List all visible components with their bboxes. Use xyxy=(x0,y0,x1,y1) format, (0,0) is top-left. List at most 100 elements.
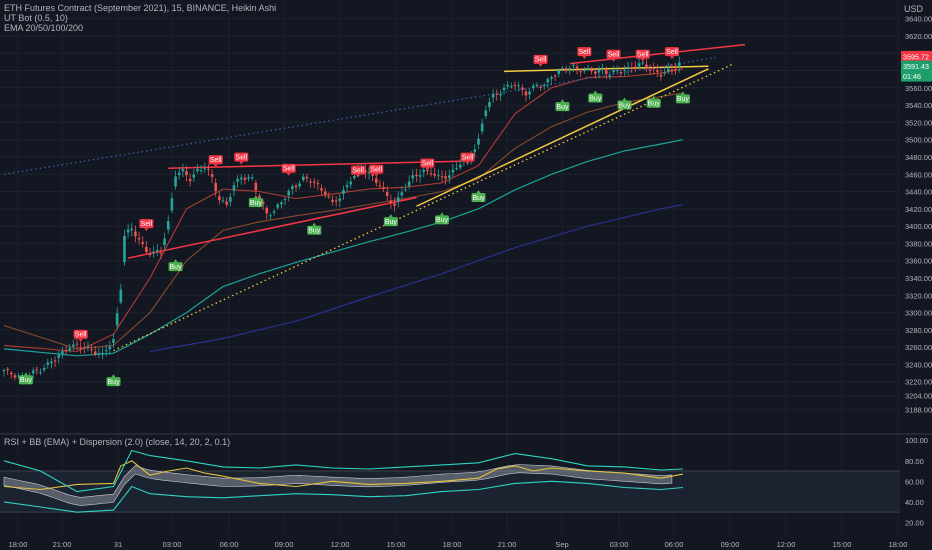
candle[interactable] xyxy=(57,350,61,364)
candle[interactable] xyxy=(250,174,254,181)
candle[interactable] xyxy=(68,343,71,353)
candle[interactable] xyxy=(145,240,148,255)
candle[interactable] xyxy=(101,347,104,359)
candle[interactable] xyxy=(656,64,659,78)
candle[interactable] xyxy=(39,368,42,376)
candle[interactable] xyxy=(90,343,93,354)
candle[interactable] xyxy=(188,173,192,187)
candle[interactable] xyxy=(276,202,280,210)
candle[interactable] xyxy=(385,186,389,201)
candle[interactable] xyxy=(612,65,615,75)
candle[interactable] xyxy=(396,191,400,208)
candle[interactable] xyxy=(615,65,619,74)
candle[interactable] xyxy=(382,181,385,193)
candle[interactable] xyxy=(597,65,601,79)
candle[interactable] xyxy=(269,213,272,221)
candle[interactable] xyxy=(334,196,338,207)
candle[interactable] xyxy=(287,188,290,202)
candle[interactable] xyxy=(210,169,214,183)
candle[interactable] xyxy=(6,367,9,376)
candle[interactable] xyxy=(542,82,546,91)
candle[interactable] xyxy=(495,89,499,101)
candle[interactable] xyxy=(418,169,422,183)
candle[interactable] xyxy=(659,69,663,81)
candle[interactable] xyxy=(46,358,50,369)
candle[interactable] xyxy=(170,192,174,213)
candle[interactable] xyxy=(141,236,144,248)
candle[interactable] xyxy=(261,199,265,210)
time-axis[interactable]: 18:00 21:00 31 03:00 06:00 09:00 12:00 15:00 18:… xyxy=(9,540,908,549)
candle[interactable] xyxy=(583,66,586,74)
candle[interactable] xyxy=(499,89,502,102)
candle[interactable] xyxy=(440,170,444,182)
candle[interactable] xyxy=(433,167,436,179)
candle[interactable] xyxy=(152,245,155,258)
candle[interactable] xyxy=(239,174,243,185)
candle[interactable] xyxy=(575,63,579,75)
candle[interactable] xyxy=(645,59,648,73)
candle[interactable] xyxy=(316,179,320,191)
candle[interactable] xyxy=(192,169,196,182)
candle[interactable] xyxy=(86,341,90,352)
candle[interactable] xyxy=(670,63,674,75)
candle[interactable] xyxy=(623,65,626,76)
candle[interactable] xyxy=(400,186,404,200)
candle[interactable] xyxy=(42,364,46,373)
candle[interactable] xyxy=(309,178,312,188)
candle[interactable] xyxy=(218,191,221,205)
candle[interactable] xyxy=(594,67,597,79)
candle[interactable] xyxy=(130,222,134,237)
candle[interactable] xyxy=(674,62,677,75)
candle[interactable] xyxy=(564,65,568,74)
candle[interactable] xyxy=(214,178,217,197)
candle[interactable] xyxy=(502,83,506,95)
candle[interactable] xyxy=(535,82,539,88)
candle[interactable] xyxy=(506,80,509,90)
candle[interactable] xyxy=(283,197,287,206)
candle[interactable] xyxy=(93,345,97,357)
rsi-pane[interactable] xyxy=(0,449,900,513)
candle[interactable] xyxy=(480,118,484,135)
candle[interactable] xyxy=(280,200,283,209)
candle[interactable] xyxy=(108,340,112,356)
candle[interactable] xyxy=(393,197,396,212)
candle[interactable] xyxy=(484,105,488,119)
candle[interactable] xyxy=(444,170,447,185)
candle[interactable] xyxy=(590,66,593,75)
candle[interactable] xyxy=(10,370,13,379)
candle[interactable] xyxy=(232,181,236,197)
candle[interactable] xyxy=(331,195,334,206)
candle[interactable] xyxy=(652,62,655,75)
candle[interactable] xyxy=(601,63,604,75)
candle[interactable] xyxy=(677,56,681,73)
candle[interactable] xyxy=(404,183,407,193)
candle[interactable] xyxy=(97,347,101,358)
candle[interactable] xyxy=(272,209,276,216)
candle[interactable] xyxy=(539,84,542,91)
candle[interactable] xyxy=(177,166,181,180)
candle[interactable] xyxy=(491,89,495,104)
candle[interactable] xyxy=(148,247,152,258)
candle[interactable] xyxy=(50,357,53,369)
candle[interactable] xyxy=(546,77,550,89)
candle[interactable] xyxy=(302,173,305,183)
candle[interactable] xyxy=(291,183,294,195)
candle[interactable] xyxy=(31,367,35,380)
candle[interactable] xyxy=(159,246,163,259)
candle[interactable] xyxy=(79,342,82,354)
candle[interactable] xyxy=(2,368,6,377)
candle[interactable] xyxy=(531,82,535,92)
candle[interactable] xyxy=(35,366,39,376)
candle[interactable] xyxy=(104,344,108,357)
candle[interactable] xyxy=(477,133,480,150)
candle[interactable] xyxy=(229,193,232,207)
candle[interactable] xyxy=(663,66,666,77)
candle[interactable] xyxy=(221,196,225,204)
candle[interactable] xyxy=(604,66,608,80)
candle[interactable] xyxy=(473,144,477,158)
candle[interactable] xyxy=(451,163,455,177)
candle[interactable] xyxy=(634,61,637,72)
candle[interactable] xyxy=(53,356,57,367)
candle[interactable] xyxy=(247,173,250,182)
